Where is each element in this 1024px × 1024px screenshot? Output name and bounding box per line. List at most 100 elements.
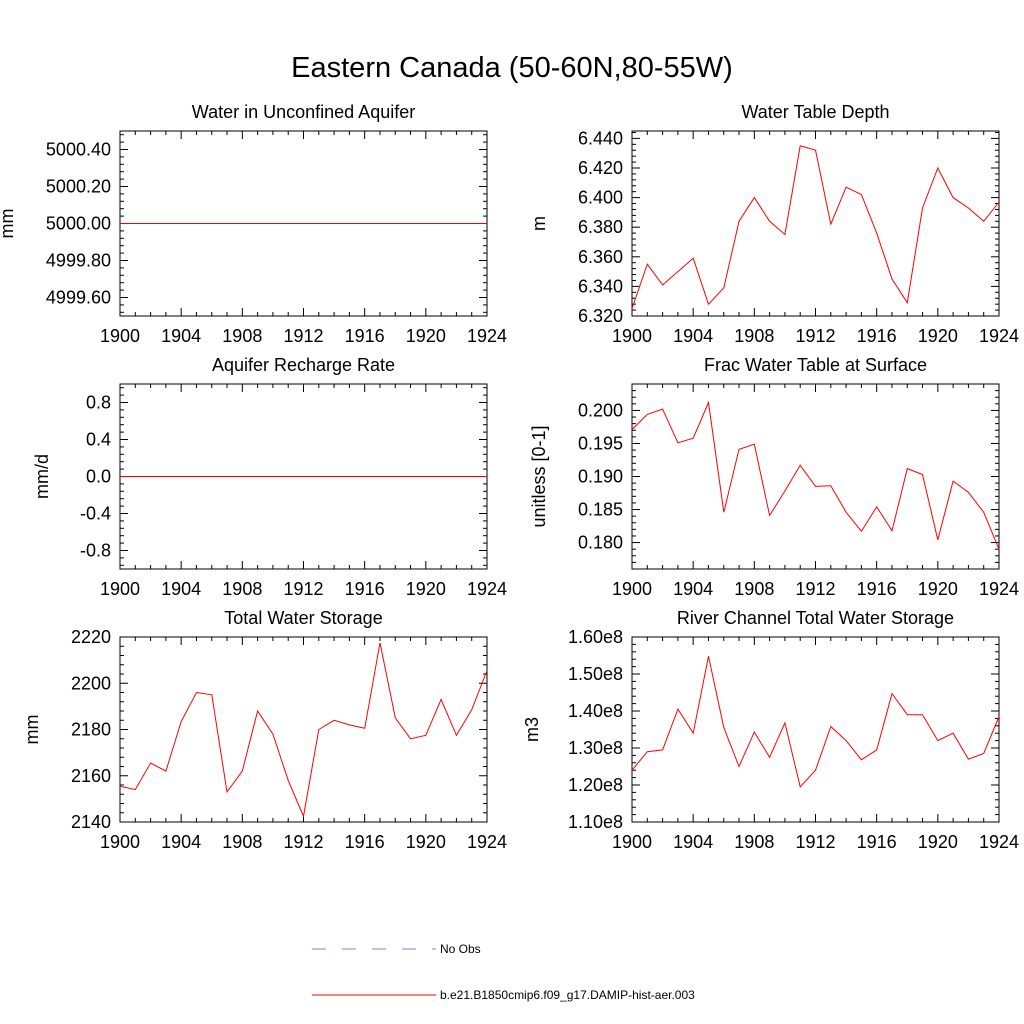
y-tick-label: 2200 xyxy=(71,673,111,693)
legend-item: b.e21.B1850cmip6.f09_g17.DAMIP-hist-aer.… xyxy=(312,988,695,1002)
y-tick-label: 1.50e8 xyxy=(568,664,623,684)
y-tick-label: 6.320 xyxy=(578,306,623,326)
y-tick-label: 0.8 xyxy=(86,393,111,413)
y-tick-label: 1.30e8 xyxy=(568,738,623,758)
series-line xyxy=(119,642,488,818)
panel-title: Frac Water Table at Surface xyxy=(704,355,927,375)
x-tick-label: 1920 xyxy=(406,326,446,346)
x-tick-label: 1916 xyxy=(857,579,897,599)
x-tick-label: 1900 xyxy=(100,579,140,599)
x-tick-label: 1912 xyxy=(795,832,835,852)
y-tick-label: 1.40e8 xyxy=(568,701,623,721)
x-tick-label: 1916 xyxy=(345,579,385,599)
y-tick-label: 1.10e8 xyxy=(568,812,623,832)
y-tick-label: 0.185 xyxy=(578,500,623,520)
x-tick-label: 1912 xyxy=(795,579,835,599)
x-tick-label: 1924 xyxy=(979,579,1019,599)
y-tick-label: 6.400 xyxy=(578,188,623,208)
panel-title: Aquifer Recharge Rate xyxy=(212,355,395,375)
x-tick-label: 1924 xyxy=(979,832,1019,852)
y-tick-label: 0.200 xyxy=(578,400,623,420)
y-tick-label: 2220 xyxy=(71,627,111,647)
panel-1: 1900 1904 1908 1912 1916 1920 1924 4999.60 4999.… xyxy=(0,102,507,346)
panel-title: Total Water Storage xyxy=(224,608,382,628)
x-tick-label: 1908 xyxy=(222,579,262,599)
y-tick-label: 6.420 xyxy=(578,158,623,178)
plot-frame xyxy=(119,636,488,823)
series-line xyxy=(631,656,1000,788)
y-tick-label: 1.20e8 xyxy=(568,775,623,795)
x-tick-label: 1916 xyxy=(345,326,385,346)
x-tick-label: 1916 xyxy=(857,326,897,346)
x-tick-label: 1920 xyxy=(406,832,446,852)
y-axis-label: m xyxy=(529,216,549,231)
y-tick-label: 0.0 xyxy=(86,467,111,487)
x-tick-label: 1904 xyxy=(673,326,713,346)
y-tick-label: 6.440 xyxy=(578,128,623,148)
plot-frame xyxy=(631,383,1000,570)
x-tick-label: 1924 xyxy=(979,326,1019,346)
y-tick-label: 6.360 xyxy=(578,247,623,267)
x-tick-label: 1912 xyxy=(795,326,835,346)
x-tick-label: 1904 xyxy=(161,832,201,852)
y-tick-label: 5000.00 xyxy=(46,214,111,234)
x-tick-label: 1924 xyxy=(467,832,507,852)
x-tick-label: 1916 xyxy=(345,832,385,852)
x-tick-label: 1924 xyxy=(467,579,507,599)
x-tick-label: 1912 xyxy=(283,326,323,346)
panel-6: 1900 1904 1908 1912 1916 1920 1924 1.10e8 1.20e8… xyxy=(522,608,1019,852)
series-line xyxy=(631,400,1000,550)
y-tick-label: 2180 xyxy=(71,720,111,740)
y-tick-label: 0.190 xyxy=(578,467,623,487)
legend-label: No Obs xyxy=(440,942,481,956)
y-axis-label: unitless [0-1] xyxy=(529,425,549,527)
x-tick-label: 1904 xyxy=(161,326,201,346)
y-tick-label: -0.4 xyxy=(80,504,111,524)
x-tick-label: 1916 xyxy=(857,832,897,852)
x-tick-label: 1908 xyxy=(222,326,262,346)
y-tick-label: 4999.60 xyxy=(46,288,111,308)
panel-5: 1900 1904 1908 1912 1916 1920 1924 2140 2160 2180… xyxy=(22,608,507,852)
y-axis-label: mm xyxy=(0,209,17,239)
y-tick-label: 1.60e8 xyxy=(568,627,623,647)
panel-2: 1900 1904 1908 1912 1916 1920 1924 6.320 6.340 6.… xyxy=(529,102,1019,346)
x-tick-label: 1900 xyxy=(100,326,140,346)
x-tick-label: 1920 xyxy=(918,832,958,852)
panel-title: Water Table Depth xyxy=(741,102,889,122)
panel-3: 1900 1904 1908 1912 1916 1920 1924 -0.8 -0.4 0.0 0… xyxy=(32,355,507,599)
y-tick-label: 5000.40 xyxy=(46,140,111,160)
x-tick-label: 1920 xyxy=(918,579,958,599)
series-line xyxy=(631,145,1000,309)
y-tick-label: -0.8 xyxy=(80,541,111,561)
x-tick-label: 1912 xyxy=(283,579,323,599)
y-tick-label: 2140 xyxy=(71,812,111,832)
plot-frame xyxy=(631,636,1000,823)
y-tick-label: 6.380 xyxy=(578,217,623,237)
y-axis-label: mm/d xyxy=(32,454,52,499)
x-tick-label: 1904 xyxy=(161,579,201,599)
panel-title: River Channel Total Water Storage xyxy=(677,608,954,628)
y-tick-label: 0.180 xyxy=(578,533,623,553)
y-tick-label: 0.195 xyxy=(578,433,623,453)
legend-item: No Obs xyxy=(312,942,481,956)
plot-frame xyxy=(631,130,1000,317)
x-tick-label: 1924 xyxy=(467,326,507,346)
x-tick-label: 1900 xyxy=(612,326,652,346)
x-tick-label: 1908 xyxy=(222,832,262,852)
x-tick-label: 1920 xyxy=(918,326,958,346)
x-tick-label: 1908 xyxy=(734,832,774,852)
x-tick-label: 1920 xyxy=(406,579,446,599)
panel-4: 1900 1904 1908 1912 1916 1920 1924 0.180 0.185 0.… xyxy=(529,355,1019,599)
x-tick-label: 1912 xyxy=(283,832,323,852)
x-tick-label: 1900 xyxy=(612,579,652,599)
y-axis-label: mm xyxy=(22,715,42,745)
y-tick-label: 2160 xyxy=(71,766,111,786)
x-tick-label: 1908 xyxy=(734,579,774,599)
y-axis-label: m3 xyxy=(522,717,542,742)
y-tick-label: 0.4 xyxy=(86,430,111,450)
x-tick-label: 1900 xyxy=(612,832,652,852)
x-tick-label: 1904 xyxy=(673,832,713,852)
y-tick-label: 5000.20 xyxy=(46,177,111,197)
x-tick-label: 1904 xyxy=(673,579,713,599)
